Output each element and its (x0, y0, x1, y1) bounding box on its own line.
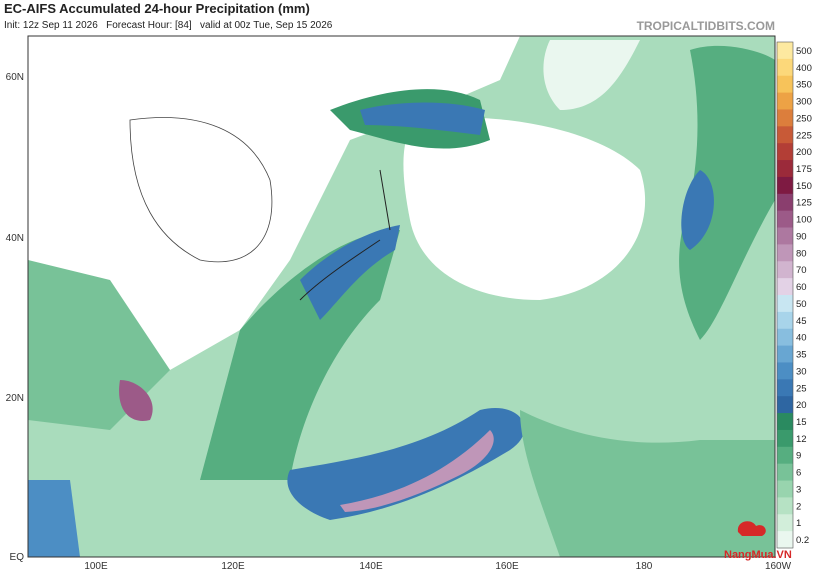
colorbar-swatch (777, 42, 793, 60)
colorbar-label: 400 (796, 63, 812, 74)
lon-label: 180 (636, 561, 653, 572)
colorbar-label: 150 (796, 181, 812, 192)
colorbar-swatch (777, 446, 793, 465)
colorbar-swatch (777, 311, 793, 330)
watermark-icon (737, 521, 766, 536)
colorbar-label: 80 (796, 248, 807, 259)
lon-label: 160W (765, 561, 792, 572)
colorbar-label: 50 (796, 299, 807, 310)
colorbar-label: 2 (796, 501, 801, 512)
lon-label: 160E (495, 561, 519, 572)
colorbar-label: 60 (796, 282, 807, 293)
colorbar-swatch (777, 396, 793, 414)
colorbar-swatch (777, 379, 793, 397)
watermark-text: NangMua.VN (724, 549, 792, 561)
colorbar-label: 25 (796, 383, 807, 394)
colorbar-label: 70 (796, 265, 807, 276)
colorbar-label: 40 (796, 333, 807, 344)
lon-label: 140E (359, 561, 383, 572)
colorbar-label: 12 (796, 434, 807, 445)
colorbar-swatch (777, 92, 793, 110)
colorbar-swatch (777, 345, 793, 363)
colorbar-swatch (777, 295, 793, 313)
lat-label: 40N (6, 233, 24, 244)
colorbar-frame (776, 41, 794, 549)
colorbar-swatch (777, 497, 793, 515)
colorbar-label: 500 (796, 46, 812, 57)
colorbar-label: 3 (796, 484, 801, 495)
colorbar-label: 300 (796, 97, 812, 108)
colorbar-label: 9 (796, 451, 801, 462)
colorbar-label: 125 (796, 198, 812, 209)
colorbar-label: 35 (796, 350, 807, 361)
colorbar-label: 30 (796, 366, 807, 377)
colorbar-swatch (777, 261, 793, 279)
lat-label: 20N (6, 393, 24, 404)
colorbar-swatch (777, 244, 793, 262)
colorbar-label: 90 (796, 231, 807, 242)
colorbar-swatch (777, 463, 793, 482)
colorbar-swatch (777, 126, 793, 144)
colorbar-swatch (777, 328, 793, 347)
colorbar-label: 225 (796, 130, 812, 141)
site-name: TROPICALTIDBITS.COM (637, 19, 775, 33)
colorbar-swatch (777, 227, 793, 245)
colorbar-label: 350 (796, 80, 812, 91)
colorbar: 5004003503002502252001751501251009080706… (776, 41, 812, 549)
colorbar-swatch (777, 58, 793, 77)
colorbar-label: 250 (796, 113, 812, 124)
colorbar-swatch (777, 278, 793, 296)
map-field (27, 35, 776, 558)
colorbar-swatch (777, 413, 793, 431)
colorbar-swatch (777, 210, 793, 229)
lon-label: 120E (221, 561, 245, 572)
colorbar-label: 15 (796, 417, 807, 428)
colorbar-swatch (777, 109, 793, 127)
colorbar-swatch (777, 531, 793, 549)
colorbar-label: 100 (796, 215, 812, 226)
colorbar-label: 45 (796, 316, 807, 327)
colorbar-swatch (777, 514, 793, 532)
colorbar-label: 175 (796, 164, 812, 175)
lat-label: 60N (6, 72, 24, 83)
colorbar-label: 0.2 (796, 535, 809, 546)
colorbar-swatch (777, 176, 793, 195)
colorbar-swatch (777, 193, 793, 212)
colorbar-swatch (777, 160, 793, 178)
colorbar-swatch (777, 480, 793, 498)
lat-label: EQ (10, 552, 25, 563)
colorbar-swatch (777, 429, 793, 448)
axis-labels: 60N 40N 20N EQ 100E 120E 140E 160E 180 160W (6, 72, 792, 572)
colorbar-swatch (777, 143, 793, 161)
colorbar-label: 1 (796, 518, 801, 529)
title: EC-AIFS Accumulated 24-hour Precipitatio… (4, 1, 310, 16)
colorbar-swatch (777, 75, 793, 94)
colorbar-swatch (777, 362, 793, 380)
colorbar-label: 20 (796, 400, 807, 411)
colorbar-label: 200 (796, 147, 812, 158)
colorbar-label: 6 (796, 468, 801, 479)
lon-label: 100E (84, 561, 108, 572)
watermark: NangMua.VN (724, 521, 792, 561)
subtitle: Init: 12z Sep 11 2026 Forecast Hour: [84… (4, 20, 333, 31)
